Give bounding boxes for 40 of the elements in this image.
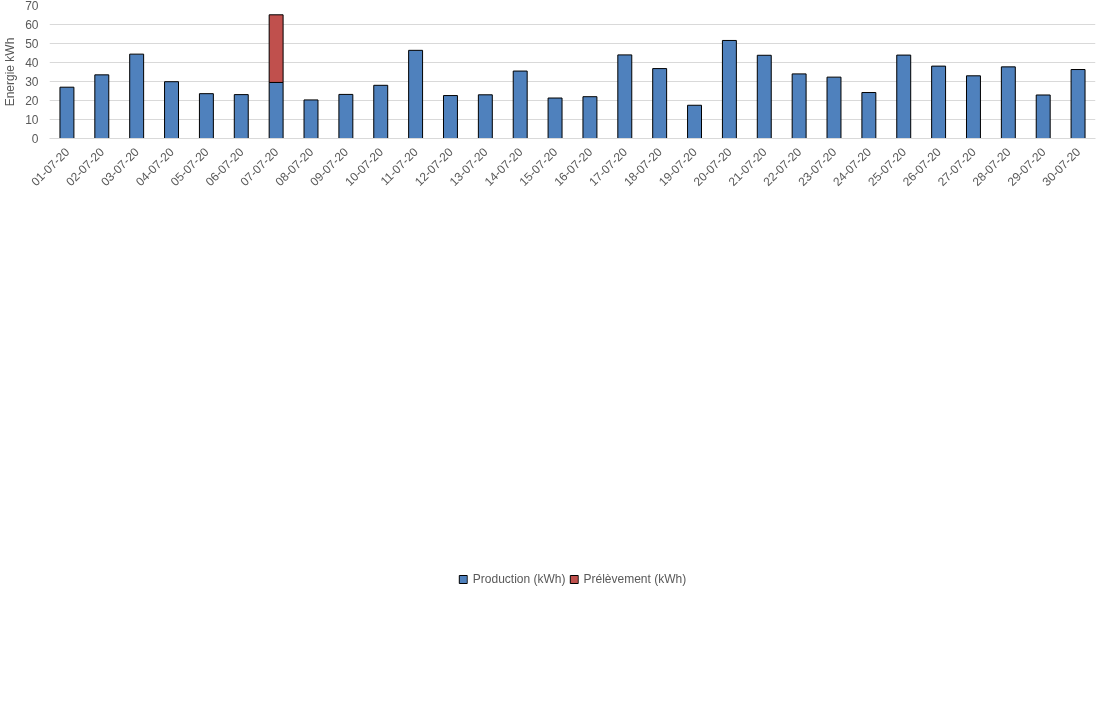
bar bbox=[861, 92, 877, 139]
bar bbox=[791, 73, 807, 139]
y-tick-label: 30 bbox=[25, 75, 39, 89]
bar bbox=[617, 54, 633, 139]
y-axis-title: Energie kWh bbox=[3, 37, 18, 107]
bar bbox=[826, 76, 842, 139]
y-tick-label: 50 bbox=[25, 37, 39, 51]
bar bbox=[512, 70, 528, 139]
bar bbox=[303, 99, 319, 139]
y-tick-label: 70 bbox=[25, 0, 39, 13]
bar bbox=[687, 104, 703, 139]
bar bbox=[59, 86, 75, 139]
bar bbox=[652, 68, 668, 139]
bar bbox=[965, 75, 981, 139]
bar bbox=[896, 54, 912, 139]
bar bbox=[756, 54, 772, 139]
bar bbox=[721, 39, 737, 139]
bar bbox=[373, 84, 389, 139]
bar bbox=[408, 49, 424, 139]
y-tick-label: 20 bbox=[25, 94, 39, 108]
bar bbox=[582, 96, 598, 139]
bar bbox=[233, 94, 249, 139]
bar bbox=[129, 53, 145, 139]
legend-label: Prélèvement (kWh) bbox=[583, 571, 687, 586]
bar bbox=[477, 94, 493, 139]
bar bbox=[1035, 94, 1051, 139]
bar bbox=[931, 65, 947, 139]
bar bbox=[94, 74, 110, 139]
bar bbox=[442, 95, 458, 139]
y-tick-label: 60 bbox=[25, 18, 39, 32]
bar bbox=[1070, 69, 1086, 139]
legend-label: Production (kWh) bbox=[472, 571, 566, 586]
bar bbox=[547, 97, 563, 139]
bar bbox=[1000, 66, 1016, 139]
bar bbox=[164, 81, 180, 139]
y-tick-label: 0 bbox=[31, 132, 39, 146]
y-tick-label: 40 bbox=[25, 56, 39, 70]
y-tick-label: 10 bbox=[25, 113, 39, 127]
bar bbox=[338, 93, 354, 139]
bar bbox=[198, 93, 214, 139]
